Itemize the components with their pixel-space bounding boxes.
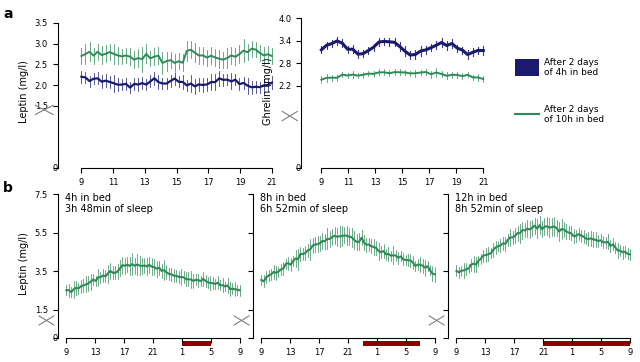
Y-axis label: Leptin (mg/l): Leptin (mg/l) bbox=[19, 60, 29, 123]
Text: 8h in bed
6h 52min of sleep: 8h in bed 6h 52min of sleep bbox=[260, 193, 348, 214]
Text: After 2 days
of 10h in bed: After 2 days of 10h in bed bbox=[545, 105, 605, 124]
Text: 4h in bed
3h 48min of sleep: 4h in bed 3h 48min of sleep bbox=[65, 193, 153, 214]
Text: 0: 0 bbox=[52, 334, 58, 343]
Text: 0: 0 bbox=[52, 164, 58, 173]
Text: 12h in bed
8h 52min of sleep: 12h in bed 8h 52min of sleep bbox=[455, 193, 543, 214]
X-axis label: Clock time: Clock time bbox=[143, 193, 195, 203]
Y-axis label: Leptin (mg/l): Leptin (mg/l) bbox=[19, 232, 29, 295]
Text: a: a bbox=[3, 7, 13, 21]
Text: 0: 0 bbox=[296, 164, 301, 173]
Y-axis label: Ghrelin (mg/l): Ghrelin (mg/l) bbox=[262, 58, 273, 125]
X-axis label: Clock time: Clock time bbox=[370, 193, 421, 203]
Text: After 2 days
of 4h in bed: After 2 days of 4h in bed bbox=[545, 58, 599, 77]
FancyBboxPatch shape bbox=[515, 59, 540, 76]
Bar bbox=[363, 341, 420, 346]
Text: b: b bbox=[3, 181, 13, 195]
Bar bbox=[182, 341, 211, 346]
Bar bbox=[543, 341, 630, 346]
